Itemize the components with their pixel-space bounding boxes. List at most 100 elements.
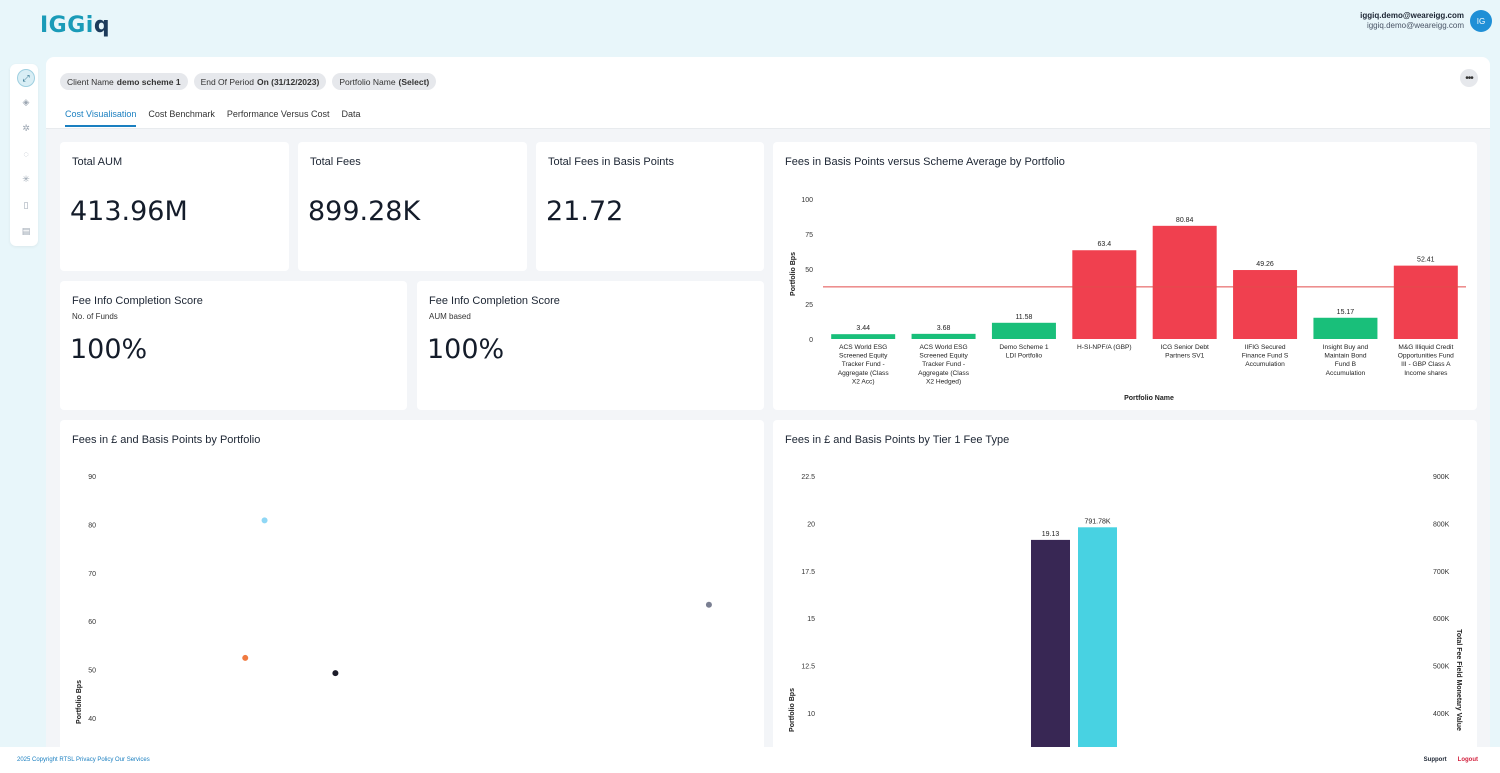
x-tick-label: Accumulation <box>1326 370 1366 377</box>
data-label: 791.78K <box>1084 518 1110 525</box>
scatter-point <box>242 654 249 661</box>
kpi-completion-funds: Fee Info Completion Score No. of Funds 1… <box>60 281 407 410</box>
tab-divider <box>46 128 1490 129</box>
y-tick-label: 60 <box>88 619 96 626</box>
settings-icon[interactable]: ✲ <box>22 122 30 133</box>
y-tick-label: 75 <box>805 232 813 239</box>
filter-client-name[interactable]: Client Name demo scheme 1 <box>60 73 188 90</box>
chart-fees-bps-vs-average: Fees in Basis Points versus Scheme Avera… <box>773 142 1477 410</box>
dashboard-icon[interactable]: ◈ <box>22 96 30 107</box>
tab-performance-versus-cost[interactable]: Performance Versus Cost <box>226 109 330 119</box>
x-axis-label: Portfolio Name <box>1124 395 1174 402</box>
avatar[interactable]: IG <box>1470 10 1492 32</box>
main-panel: Client Name demo scheme 1 End Of Period On… <box>46 57 1490 747</box>
y-tick-label: 80 <box>88 522 96 529</box>
x-tick-label: ICG Senior Debt <box>1161 344 1210 351</box>
tab-bar: Cost Visualisation Cost Benchmark Perfor… <box>65 109 360 127</box>
x-tick-label: Screened Equity <box>839 353 888 360</box>
y-tick-label: 50 <box>88 668 96 675</box>
y2-tick-label: 400K <box>1433 711 1450 718</box>
network-icon[interactable]: ✳ <box>22 173 30 184</box>
bar <box>1078 527 1117 747</box>
y-tick-label: 20 <box>807 521 815 528</box>
bar <box>1031 539 1070 747</box>
user-email: iggiq.demo@weareigg.com <box>1366 21 1464 30</box>
tab-cost-benchmark[interactable]: Cost Benchmark <box>148 109 215 119</box>
book-icon[interactable]: ▯ <box>23 199 29 210</box>
footer-links[interactable]: 2025 Copyright RTSL Privacy Policy Our S… <box>17 757 150 763</box>
x-tick-label: ACS World ESG <box>839 344 887 351</box>
card-title: Total AUM <box>72 156 123 168</box>
filter-bar: Client Name demo scheme 1 End Of Period On… <box>60 73 437 90</box>
footer: 2025 Copyright RTSL Privacy Policy Our S… <box>0 747 1500 773</box>
bar <box>1233 270 1298 339</box>
x-tick-label: Accumulation <box>1245 361 1285 368</box>
tab-data[interactable]: Data <box>341 109 361 119</box>
filter-end-of-period[interactable]: End Of Period On (31/12/2023) <box>193 73 327 90</box>
x-tick-label: Aggregate (Class <box>838 370 890 377</box>
chart-fees-by-tier1-type: Fees in £ and Basis Points by Tier 1 Fee… <box>773 420 1477 747</box>
y2-tick-label: 900K <box>1433 474 1450 481</box>
kpi-value: 899.28K <box>308 196 421 227</box>
bar <box>1152 225 1217 339</box>
x-tick-label: Insight Buy and <box>1323 344 1369 351</box>
user-name: iggiq.demo@weareigg.com <box>1360 11 1464 20</box>
data-label: 19.13 <box>1042 531 1060 538</box>
loading-icon[interactable]: ◌ <box>23 149 29 159</box>
support-link[interactable]: Support <box>1423 757 1447 763</box>
app-logo[interactable]: IGGiq <box>40 13 111 38</box>
filter-portfolio-name[interactable]: Portfolio Name (Select) <box>332 73 437 90</box>
bar <box>1393 265 1458 339</box>
x-tick-label: X2 Acc) <box>852 378 875 385</box>
x-tick-label: Tracker Fund - <box>922 361 965 368</box>
y-tick-label: 25 <box>805 302 813 309</box>
kpi-total-fees: Total Fees 899.28K <box>298 142 527 271</box>
kpi-completion-aum: Fee Info Completion Score AUM based 100% <box>417 281 764 410</box>
kpi-total-aum: Total AUM 413.96M <box>60 142 289 271</box>
y-tick-label: 12.5 <box>801 664 815 671</box>
x-tick-label: Aggregate (Class <box>918 370 970 377</box>
bar <box>1072 250 1137 339</box>
x-tick-label: Demo Scheme 1 <box>999 344 1048 351</box>
report-icon[interactable]: ▤ <box>21 225 31 236</box>
scatter-point <box>332 670 339 677</box>
y2-tick-label: 800K <box>1433 521 1450 528</box>
y-tick-label: 0 <box>809 337 813 344</box>
y-tick-label: 90 <box>88 474 96 481</box>
data-label: 3.44 <box>856 325 870 332</box>
tab-cost-visualisation[interactable]: Cost Visualisation <box>65 109 137 127</box>
top-bar: IGGiq iggiq.demo@weareigg.com iggiq.demo… <box>0 0 1500 44</box>
y2-axis-label: Total Fee Field Monetary Value <box>1455 629 1462 731</box>
footer-actions: Support Logout <box>1424 757 1478 763</box>
chart-fees-by-portfolio: Fees in £ and Basis Points by Portfolio … <box>60 420 764 747</box>
scatter-point <box>705 601 712 608</box>
chart-title: Fees in £ and Basis Points by Portfolio <box>72 434 261 446</box>
bar <box>1313 317 1378 339</box>
y-axis-label: Portfolio Bps <box>789 688 796 732</box>
logout-link[interactable]: Logout <box>1457 757 1478 763</box>
more-options-button[interactable]: ••• <box>1460 69 1478 87</box>
x-tick-label: III - GBP Class A <box>1401 361 1451 368</box>
x-tick-label: X2 Hedged) <box>926 378 961 385</box>
x-tick-label: Partners SV1 <box>1165 353 1205 360</box>
x-tick-label: Opportunities Fund <box>1398 353 1454 360</box>
y-tick-label: 22.5 <box>801 474 815 481</box>
scatter-point <box>261 517 268 524</box>
expand-icon[interactable]: ⤢ <box>17 69 35 87</box>
x-tick-label: Finance Fund S <box>1242 353 1289 360</box>
y-axis-label: Portfolio Bps <box>790 252 797 296</box>
kpi-value: 21.72 <box>546 196 624 227</box>
x-tick-label: M&G Illiquid Credit <box>1398 344 1453 351</box>
kpi-value: 100% <box>70 334 148 365</box>
x-tick-label: ACS World ESG <box>919 344 967 351</box>
kpi-value: 100% <box>427 334 505 365</box>
dual-axis-bar-chart: 10 12.5 15 17.5 20 22.5 400K 500K 600K 700K 800K 90… <box>789 474 1462 747</box>
data-label: 52.41 <box>1417 257 1435 264</box>
card-subtitle: AUM based <box>429 312 471 321</box>
bar <box>911 333 976 339</box>
card-title: Fee Info Completion Score <box>72 295 203 307</box>
chart-title: Fees in £ and Basis Points by Tier 1 Fee… <box>785 434 1010 446</box>
dashboard-content: Total AUM 413.96M Total Fees 899.28K Tot… <box>46 129 1490 747</box>
data-label: 11.58 <box>1015 314 1032 321</box>
y-tick-label: 70 <box>88 571 96 578</box>
